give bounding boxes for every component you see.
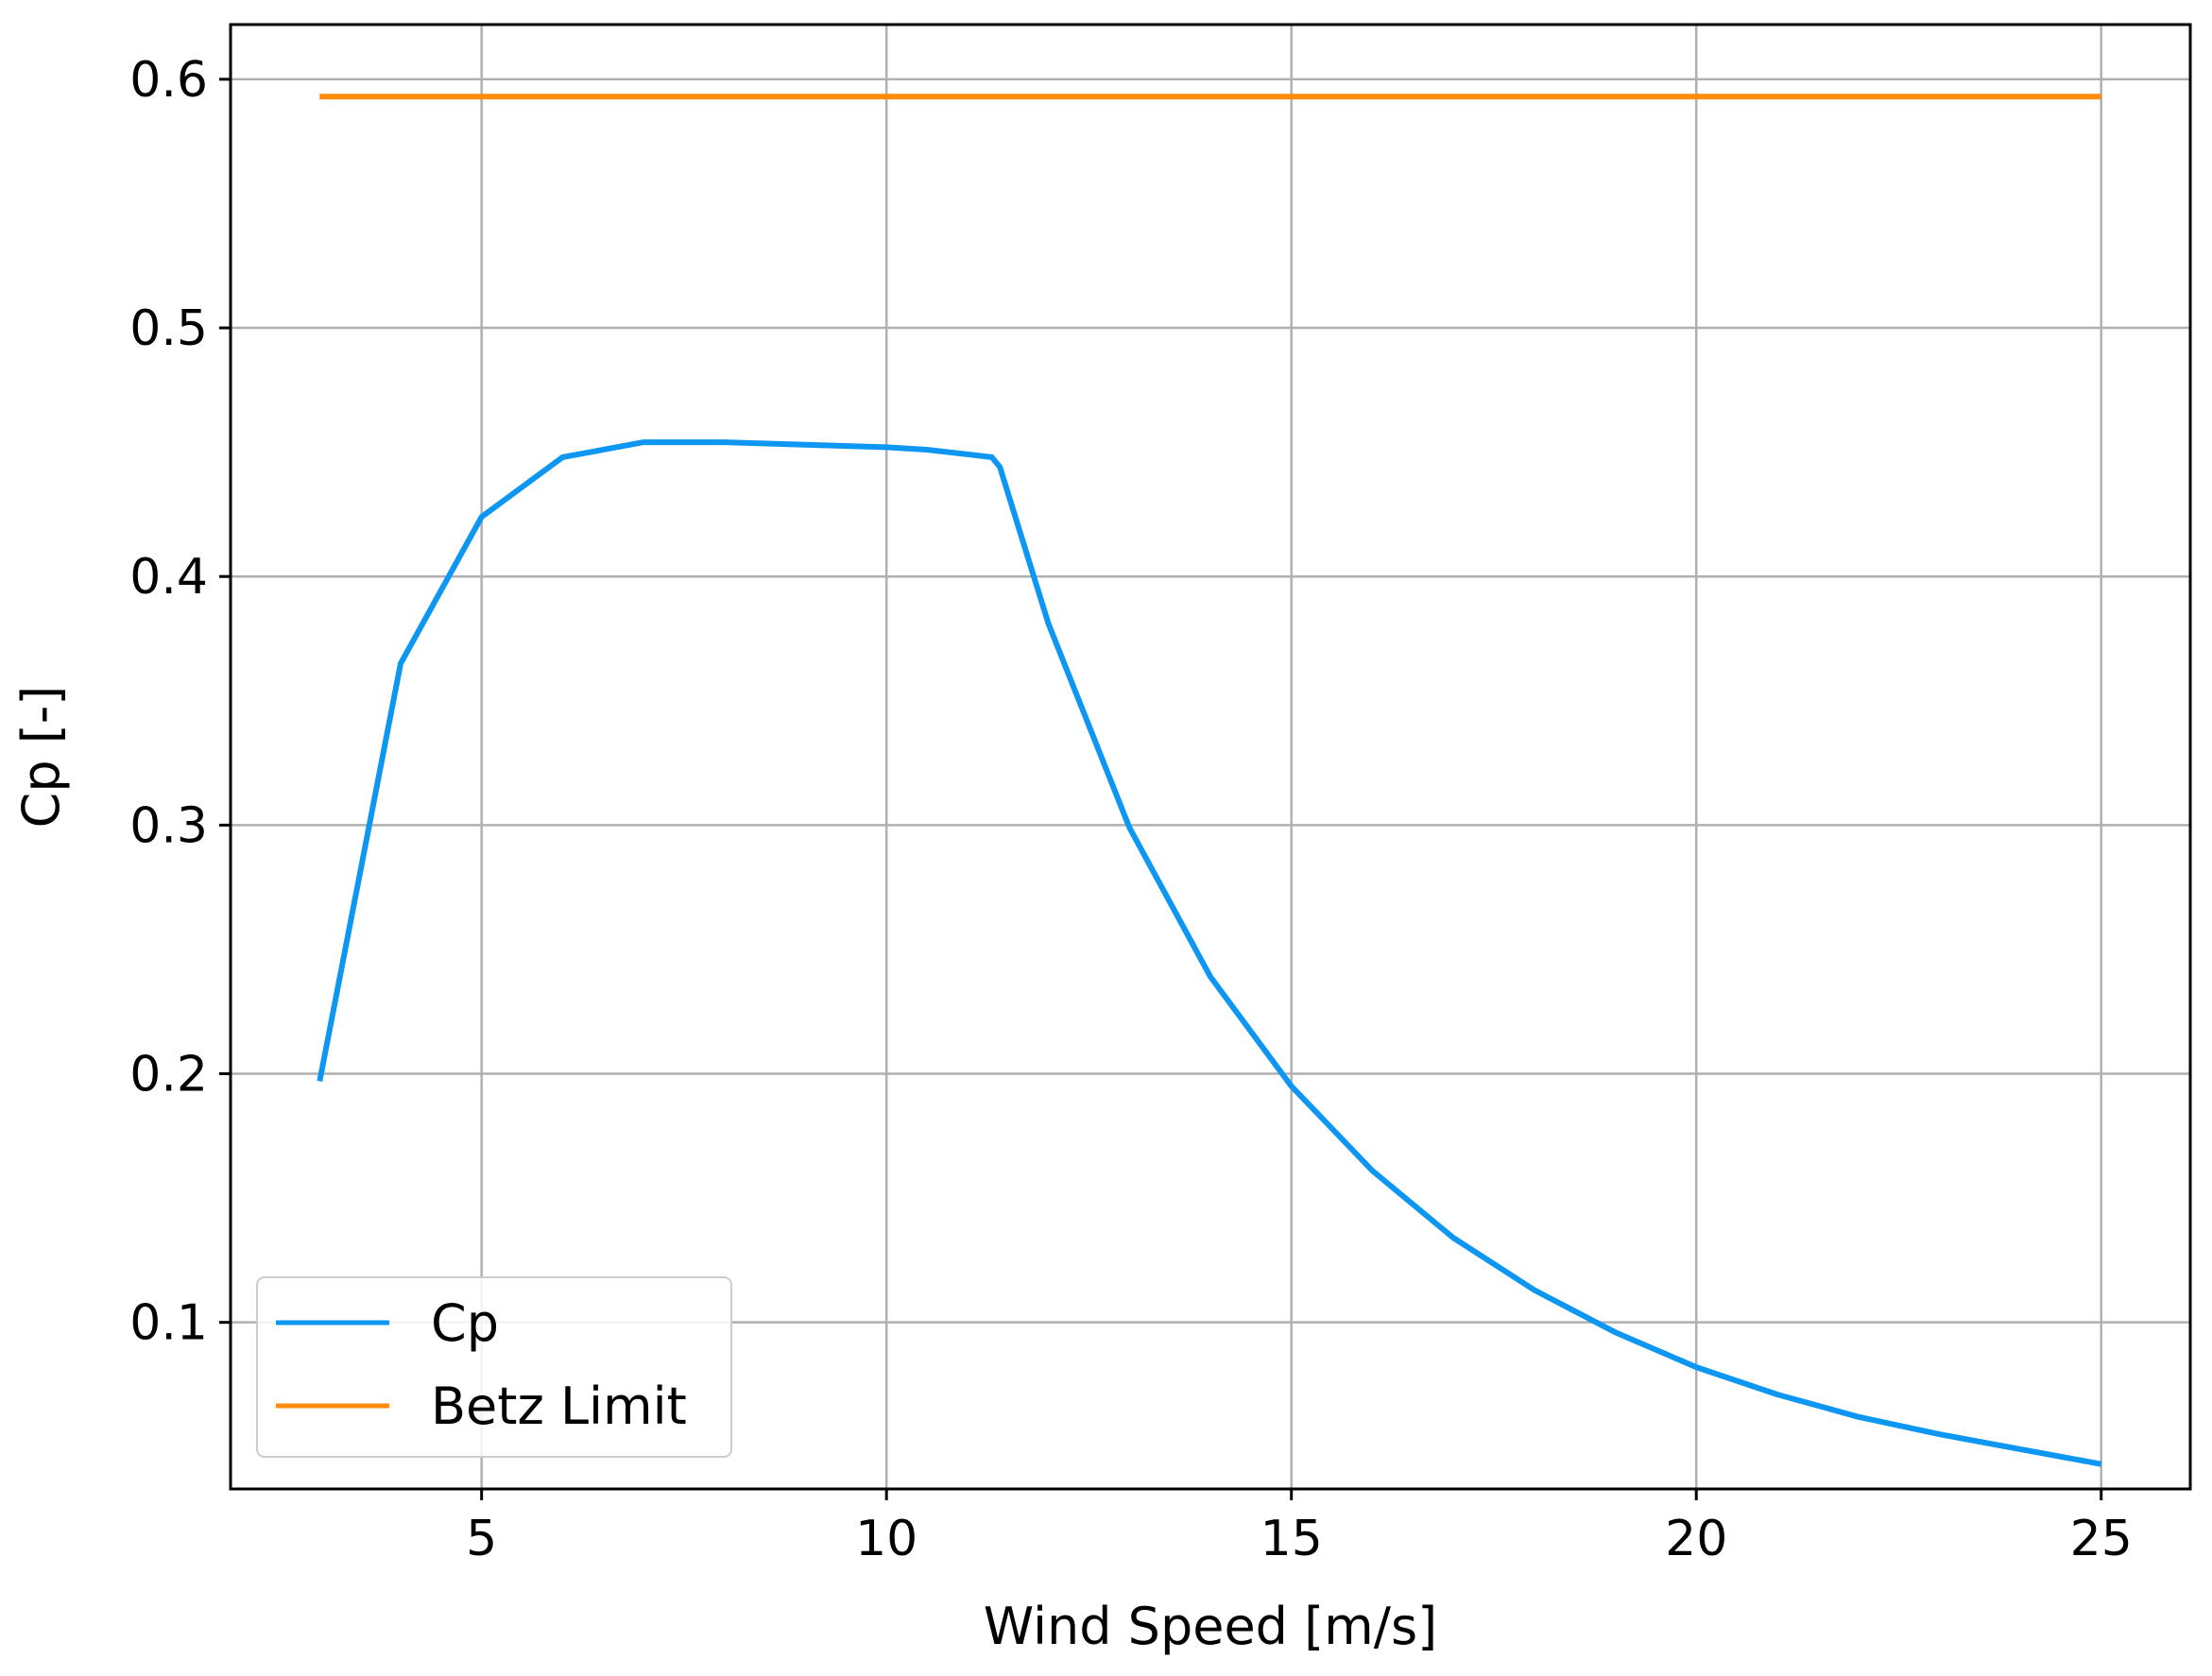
plot-area-frame [229,23,2192,1491]
y-axis-label: Cp [-] [11,686,71,829]
y-tick-label: 0.5 [129,300,208,357]
x-tick-label: 25 [2070,1511,2133,1567]
y-tick-label: 0.6 [129,52,208,109]
y-tick-label: 0.3 [129,797,208,854]
grid-lines [231,25,2190,1489]
series-lines [317,94,2102,1467]
legend: Cp Betz Limit [256,1276,732,1458]
legend-label-betz-limit: Betz Limit [431,1377,687,1436]
y-tick-label: 0.4 [129,549,208,606]
x-tick-label: 15 [1260,1511,1323,1567]
y-tick-label: 0.1 [129,1295,208,1352]
x-tick-label: 10 [855,1511,917,1567]
legend-label-cp: Cp [431,1293,499,1353]
y-tick-label: 0.2 [129,1047,208,1103]
x-tick-label: 20 [1665,1511,1727,1567]
series-line-cp [317,439,2102,1467]
x-axis-label: Wind Speed [m/s] [984,1597,1437,1656]
y-axis-ticks: 0.1 0.2 0.3 0.4 0.5 0.6 [129,52,231,1352]
x-tick-label: 5 [466,1511,497,1567]
x-axis-ticks: 5 10 15 20 25 [466,1489,2133,1567]
